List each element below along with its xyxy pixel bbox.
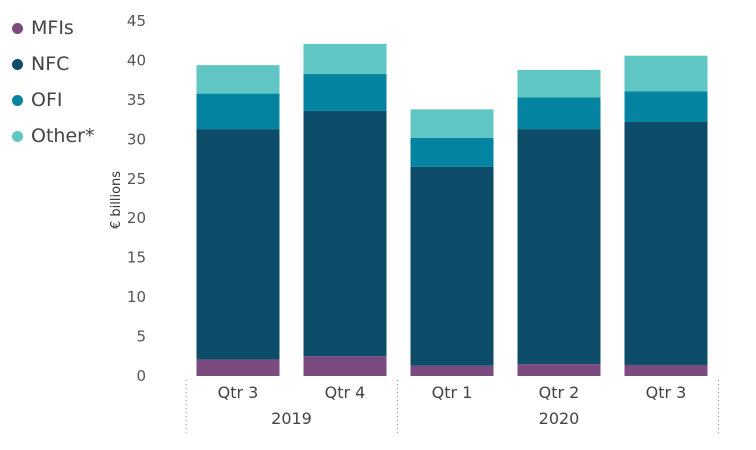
y-tick-label: 30 xyxy=(127,130,146,148)
legend-item-mfis: MFIs xyxy=(12,10,94,46)
bar-segment-mfis-3 xyxy=(410,365,494,376)
x-tick-label: Qtr 4 xyxy=(325,383,366,402)
legend-label-mfis: MFIs xyxy=(31,17,74,39)
chart-legend: MFIs NFC OFI Other* xyxy=(12,10,94,154)
bar-segment-other-3 xyxy=(410,109,494,138)
bar-segment-mfis-5 xyxy=(624,364,708,376)
y-tick-label: 45 xyxy=(127,12,146,30)
bar-segment-ofi-5 xyxy=(624,91,708,122)
bar-segment-nfc-5 xyxy=(624,121,708,365)
bar-segment-mfis-4 xyxy=(517,364,601,376)
legend-label-nfc: NFC xyxy=(31,53,70,75)
y-tick-label: 15 xyxy=(127,249,146,267)
y-tick-label: 25 xyxy=(127,170,146,188)
legend-swatch-ofi xyxy=(12,94,23,106)
bar-segment-other-2 xyxy=(303,43,387,74)
bar-segment-ofi-2 xyxy=(303,73,387,111)
y-tick-label: 20 xyxy=(127,209,146,227)
x-tick-label: Qtr 2 xyxy=(539,383,580,402)
bar-segment-other-1 xyxy=(196,65,280,94)
bar-segment-other-5 xyxy=(624,55,708,92)
legend-item-nfc: NFC xyxy=(12,46,94,82)
x-group-label-2019: 2019 xyxy=(271,409,312,428)
legend-label-ofi: OFI xyxy=(31,89,63,111)
y-tick-label: 5 xyxy=(136,328,146,346)
x-tick-label: Qtr 3 xyxy=(646,383,687,402)
bar-segment-nfc-3 xyxy=(410,166,494,366)
bar-segment-nfc-2 xyxy=(303,110,387,357)
bar-segment-ofi-3 xyxy=(410,137,494,167)
legend-swatch-mfis xyxy=(12,22,23,34)
x-tick-label: Qtr 3 xyxy=(218,383,259,402)
legend-swatch-other xyxy=(12,130,23,142)
y-axis-label: € billions xyxy=(109,171,124,229)
legend-label-other: Other* xyxy=(31,125,95,147)
y-axis-ticks: 0 5 10 15 20 25 30 35 40 45 xyxy=(127,12,146,385)
legend-swatch-nfc xyxy=(12,58,23,70)
y-tick-label: 35 xyxy=(127,91,146,109)
bar-segment-mfis-1 xyxy=(196,359,280,376)
x-axis: Qtr 3 Qtr 4 Qtr 1 Qtr 2 Qtr 3 2019 2020 xyxy=(185,380,719,434)
x-tick-label: Qtr 1 xyxy=(432,383,473,402)
legend-item-ofi: OFI xyxy=(12,82,94,118)
y-tick-label: 0 xyxy=(136,367,146,385)
x-group-label-2020: 2020 xyxy=(539,409,580,428)
bar-segment-ofi-4 xyxy=(517,97,601,130)
bar-segment-ofi-1 xyxy=(196,93,280,130)
bar-segment-nfc-4 xyxy=(517,129,601,365)
bar-segment-nfc-1 xyxy=(196,129,280,360)
bar-segment-mfis-2 xyxy=(303,356,387,376)
bars xyxy=(196,43,708,376)
y-tick-label: 10 xyxy=(127,288,146,306)
legend-item-other: Other* xyxy=(12,118,94,154)
bar-segment-other-4 xyxy=(517,69,601,98)
y-tick-label: 40 xyxy=(127,51,146,69)
